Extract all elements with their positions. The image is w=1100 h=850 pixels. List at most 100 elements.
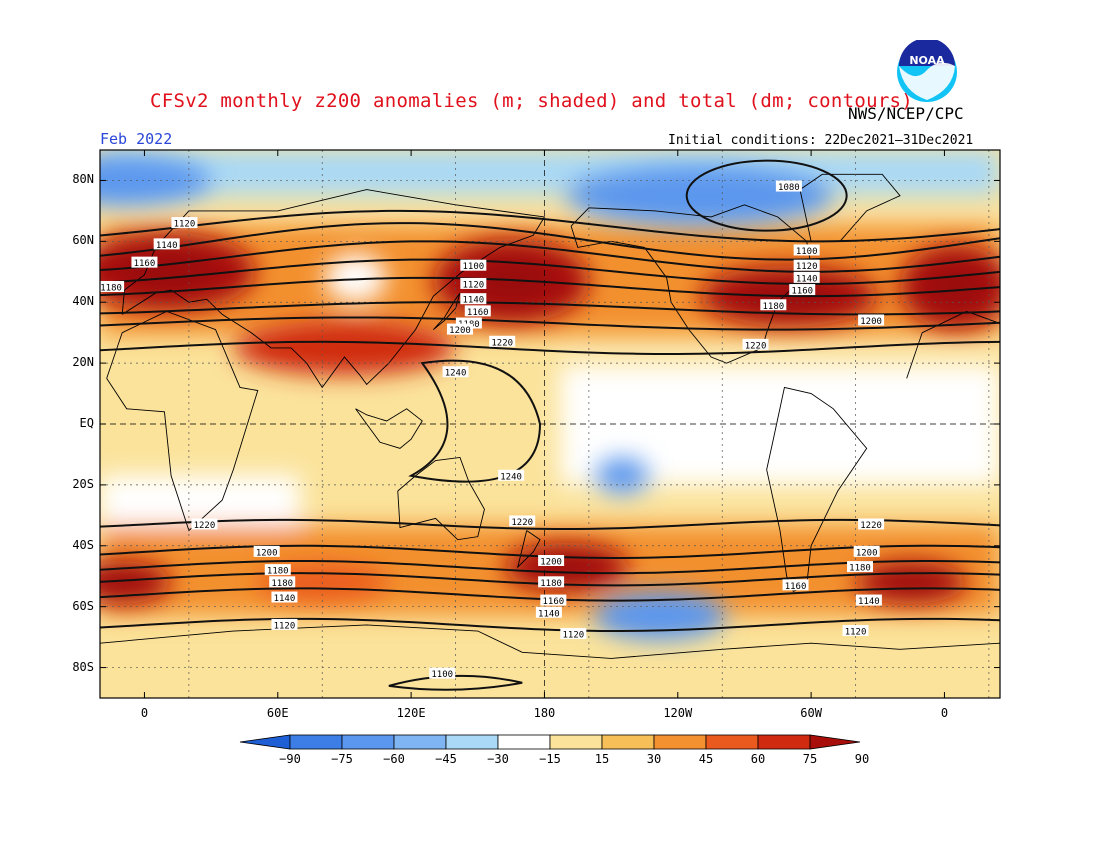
arctic-cool-band (100, 150, 1000, 195)
svg-text:1120: 1120 (562, 631, 584, 641)
lat-label: 40N (72, 294, 94, 309)
coastline (433, 292, 461, 330)
colorbar-segment (601, 734, 655, 750)
contour-label: 1120 (842, 625, 869, 638)
colorbar-tick: −30 (487, 752, 509, 766)
contour-labels: 1080110011001120112011201140114011401160… (100, 180, 885, 680)
contour-line (100, 222, 1000, 261)
colorbar-segment (497, 734, 551, 750)
noaa-logo: NOAA (897, 40, 957, 102)
colorbar-segment (705, 734, 759, 750)
lat-label: 40S (72, 537, 94, 552)
lon-label: 120W (663, 706, 693, 720)
lon-label: 0 (940, 706, 949, 720)
contour-label: 1160 (464, 305, 491, 318)
lon-label: 180 (533, 706, 556, 720)
contour-label: 1140 (535, 606, 562, 619)
lat-label: 80S (72, 659, 94, 674)
contour-label: 1220 (191, 518, 218, 531)
agency-label: NWS/NCEP/CPC (848, 104, 964, 123)
coastline (766, 386, 868, 593)
svg-text:1240: 1240 (500, 472, 522, 482)
lat-label: 60S (72, 598, 94, 613)
svg-text:1200: 1200 (256, 548, 278, 558)
lat-label: 80N (72, 172, 94, 187)
svg-text:1120: 1120 (274, 621, 296, 631)
contour-line (100, 301, 1000, 316)
contour-label: 1180 (847, 561, 873, 574)
svg-text:1240: 1240 (445, 369, 467, 379)
contour-label: 1120 (793, 259, 820, 272)
colorbar (239, 734, 861, 750)
colorbar-segment (393, 734, 447, 750)
lat-label: 20S (72, 476, 94, 491)
svg-text:1140: 1140 (156, 241, 178, 251)
lon-label: 120E (396, 706, 426, 720)
contour-label: 1220 (489, 335, 516, 348)
contour-label: 1180 (538, 576, 565, 589)
colorbar-tick: −60 (383, 752, 405, 766)
svg-text:1100: 1100 (431, 670, 453, 680)
svg-text:1200: 1200 (540, 558, 562, 568)
lon-label: 60W (800, 706, 822, 720)
contour-label: 1120 (171, 217, 198, 230)
contour-label: 1100 (460, 259, 487, 272)
anomaly-core (925, 265, 987, 309)
contour-line (100, 209, 1000, 243)
contour-label: 1140 (793, 271, 820, 284)
anomaly-blob (593, 591, 727, 641)
contour-label: 1220 (742, 338, 769, 351)
svg-text:1220: 1220 (745, 341, 767, 351)
contour-label: 1120 (560, 628, 587, 641)
svg-text:1080: 1080 (778, 183, 800, 193)
svg-text:1140: 1140 (462, 296, 484, 306)
svg-text:1120: 1120 (796, 262, 818, 272)
contour-line (100, 276, 1000, 298)
colorbar-tick: −90 (279, 752, 301, 766)
svg-text:1100: 1100 (796, 247, 818, 257)
svg-text:1120: 1120 (174, 220, 196, 230)
coastline (397, 456, 485, 541)
svg-text:1160: 1160 (134, 259, 156, 269)
contour-label: 1160 (782, 579, 809, 592)
contour-label: 1160 (789, 284, 816, 297)
svg-text:1200: 1200 (856, 548, 878, 558)
lon-label: 60E (266, 706, 289, 720)
colorbar-tick: −75 (331, 752, 353, 766)
contour-label: 1240 (498, 469, 525, 482)
contour-label: 1200 (538, 555, 565, 568)
coastline (355, 408, 423, 449)
coastline (906, 310, 1000, 379)
svg-text:1140: 1140 (796, 274, 818, 284)
svg-text:1180: 1180 (849, 564, 871, 574)
contour-line (100, 258, 1000, 285)
contour-label: 1120 (271, 618, 298, 631)
initial-conditions: Initial conditions: 22Dec2021–31Dec2021 (668, 133, 974, 148)
colorbar-tick: 30 (646, 752, 662, 766)
colorbar-arrow-right (809, 734, 861, 750)
anomaly-blob (595, 457, 649, 495)
contour-label: 1140 (153, 238, 180, 251)
svg-text:1180: 1180 (267, 567, 289, 577)
contour-line (100, 240, 1000, 273)
contour-label: 1100 (793, 244, 820, 257)
svg-text:1180: 1180 (762, 302, 784, 312)
svg-text:1140: 1140 (274, 594, 296, 604)
colorbar-segment (757, 734, 811, 750)
colorbar-segment (341, 734, 395, 750)
contour-label: 1180 (760, 299, 787, 312)
svg-text:1220: 1220 (860, 521, 882, 531)
colorbar-tick: −15 (539, 752, 561, 766)
contour-label: 1140 (855, 594, 882, 607)
svg-text:1160: 1160 (791, 287, 813, 297)
contour-label: 1140 (271, 591, 298, 604)
contour-label: 1200 (853, 545, 880, 558)
colorbar-segment (445, 734, 499, 750)
graticule (100, 150, 1000, 698)
forecast-month: Feb 2022 (100, 130, 173, 148)
height-contours (100, 159, 1000, 691)
colorbar-segment (549, 734, 603, 750)
svg-text:1120: 1120 (462, 280, 484, 290)
svg-text:1160: 1160 (467, 308, 489, 318)
svg-text:1160: 1160 (785, 582, 807, 592)
